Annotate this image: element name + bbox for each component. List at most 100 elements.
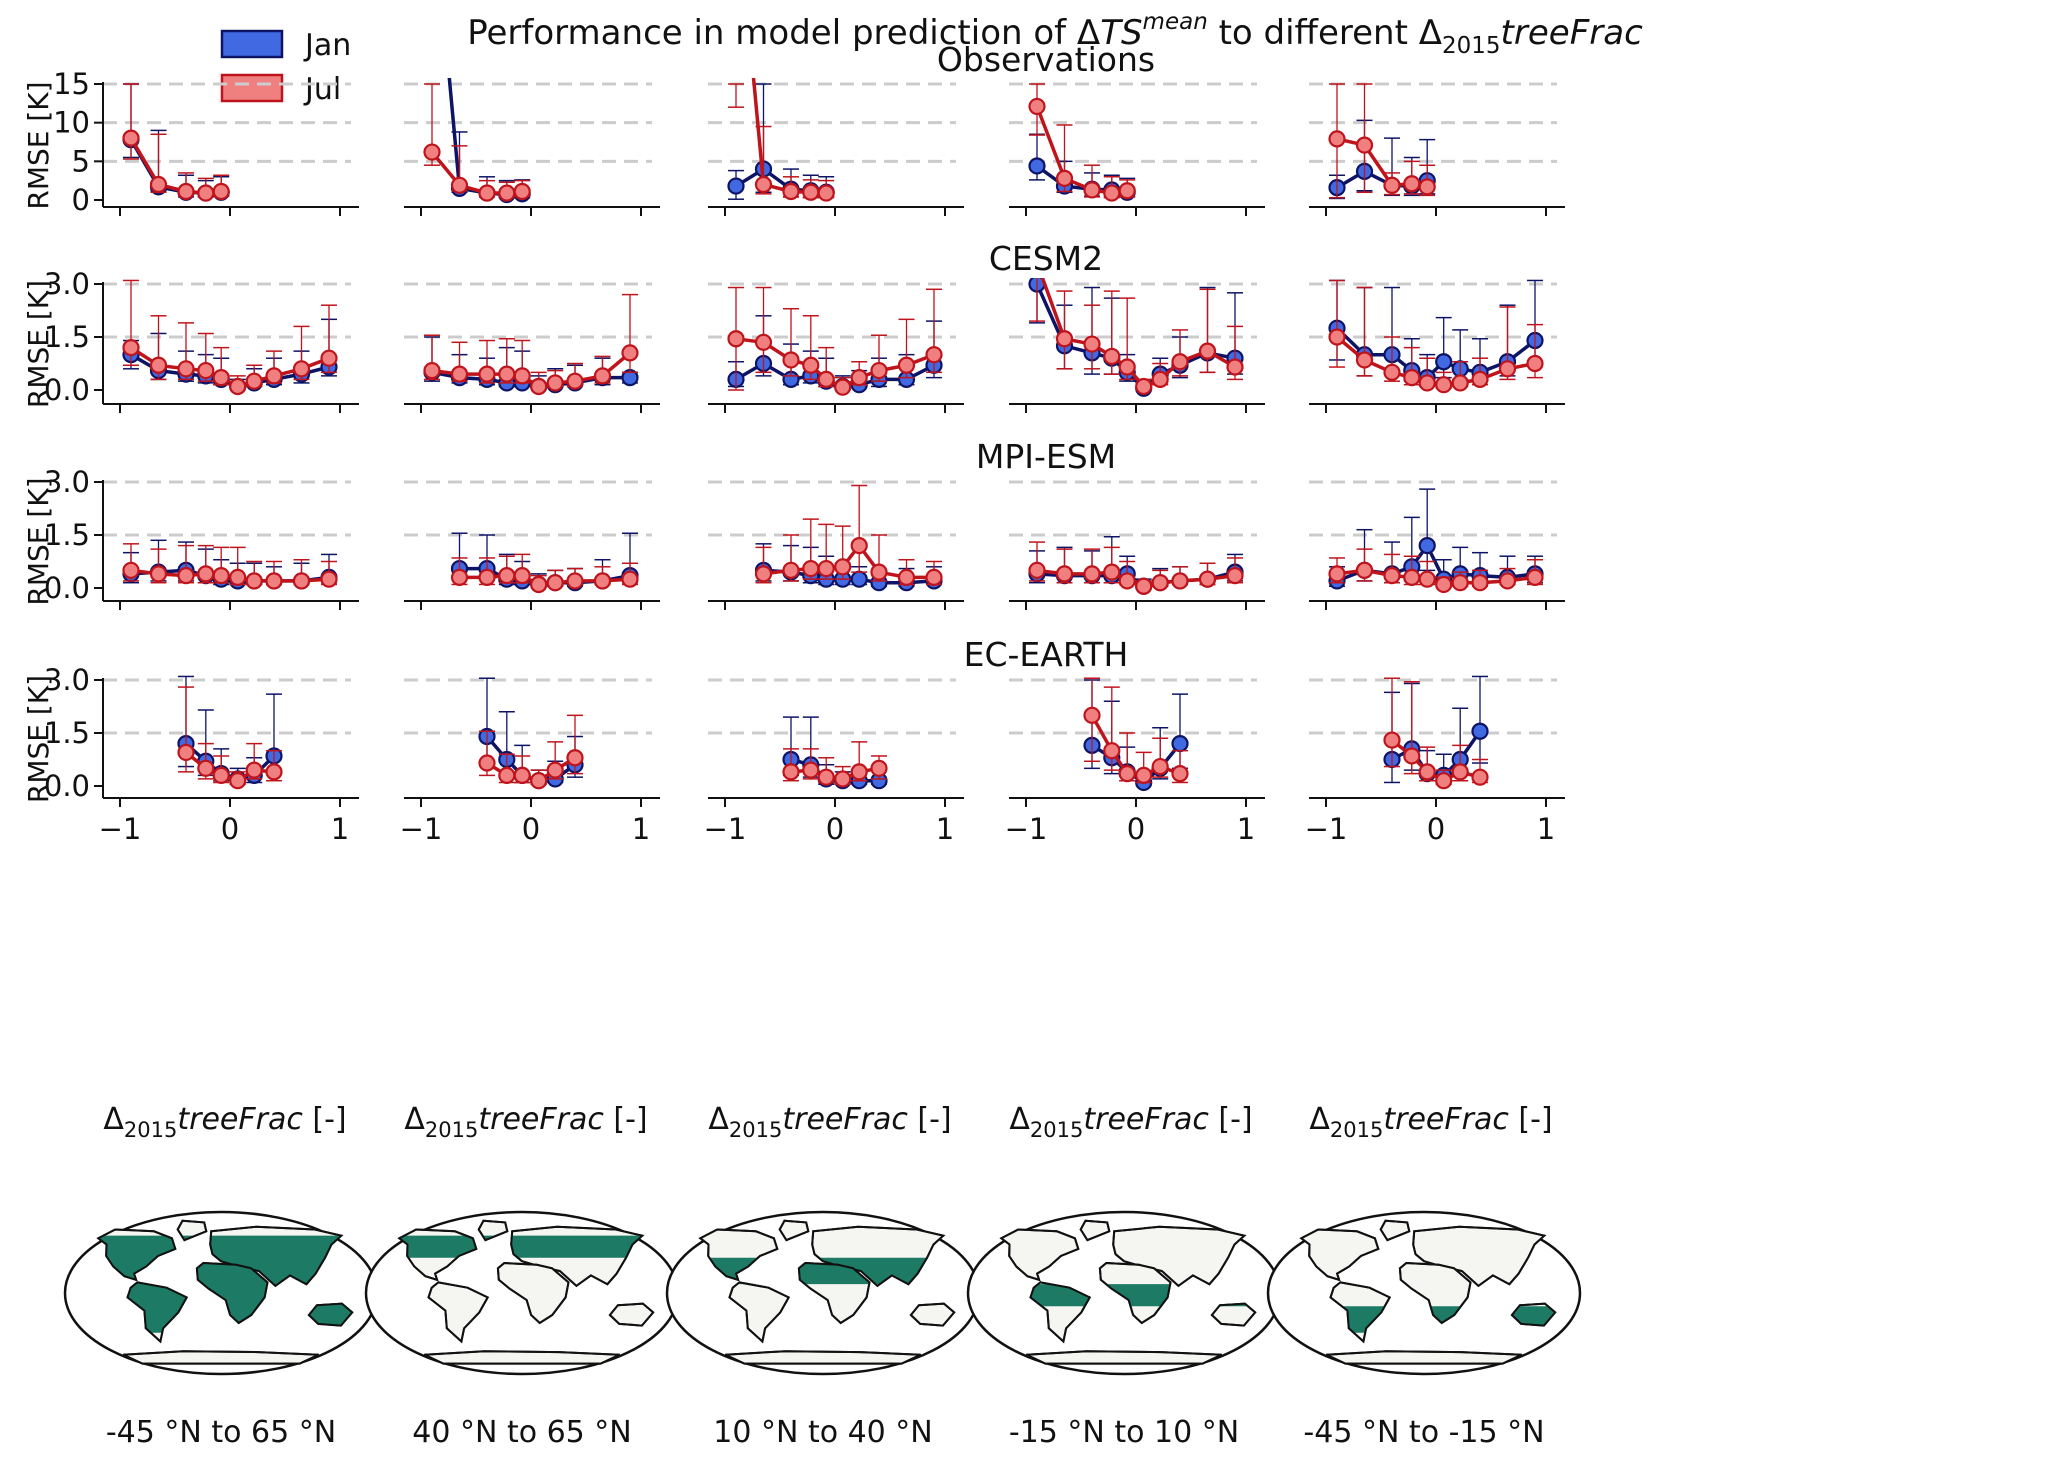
x-axis-label: Δ2015treeFrac [-] — [1009, 1102, 1252, 1142]
jul-point — [1135, 377, 1153, 396]
jul-point — [754, 333, 773, 351]
continent-outline-australia — [909, 1302, 956, 1327]
y-tick-label: 1.5 — [44, 716, 90, 750]
jul-point — [802, 356, 820, 374]
series-group — [1028, 278, 1244, 397]
jul-line — [1040, 278, 1236, 389]
continent-fill-australia — [1511, 1306, 1556, 1326]
jul-point — [1083, 335, 1101, 353]
x-tick-label: 1 — [331, 812, 349, 846]
jul-point — [1028, 561, 1046, 579]
jul-point — [1451, 374, 1469, 392]
continent-outline-samerica — [1329, 1281, 1392, 1344]
jan-point — [1471, 722, 1489, 740]
xlabel-delta: Δ — [1009, 1102, 1030, 1137]
jul-point — [1471, 768, 1489, 786]
series-group — [1328, 83, 1436, 200]
xlabel-unit: [-] — [303, 1102, 347, 1137]
continent-outline-africa — [496, 1261, 570, 1325]
continent-outline-antarctica — [122, 1350, 320, 1365]
jul-point — [122, 129, 140, 147]
y-tick-label: 0.0 — [44, 571, 90, 605]
continent-outline-australia — [1510, 1302, 1557, 1327]
jul-point — [478, 568, 496, 587]
jul-point — [212, 567, 230, 585]
y-tick-label: 10 — [53, 106, 90, 140]
jul-point — [1498, 572, 1517, 590]
xlabel-sub: 2015 — [1030, 1118, 1083, 1142]
xlabel-var: treeFrac — [1083, 1102, 1209, 1137]
jul-point — [754, 565, 773, 583]
region-map: -15 °N to 10 °N — [966, 1210, 1282, 1450]
y-axis-label: RMSE [K] — [22, 477, 55, 605]
continent-outline-samerica — [1029, 1281, 1092, 1344]
xlabel-sub: 2015 — [1330, 1118, 1383, 1142]
jul-point — [320, 349, 338, 367]
jul-point — [802, 761, 820, 779]
continent-outline-greenland — [778, 1219, 810, 1242]
x-tick-label: −1 — [1305, 812, 1348, 846]
legend-jan-swatch — [220, 29, 284, 59]
region-map: 40 °N to 65 °N — [364, 1210, 680, 1450]
continent-fill-australia — [308, 1303, 353, 1326]
series-group — [1328, 488, 1544, 594]
jul-point — [1103, 347, 1121, 366]
jul-point — [197, 184, 215, 202]
jul-point — [265, 367, 283, 385]
region-label: -45 °N to 65 °N — [106, 1415, 336, 1450]
continent-outline-samerica — [427, 1281, 490, 1344]
jul-point — [122, 339, 140, 357]
continent-outline-greenland — [1079, 1219, 1111, 1242]
jul-point — [1383, 731, 1401, 749]
panel — [404, 480, 660, 610]
jul-point — [1403, 568, 1421, 587]
region-label: -45 °N to -15 °N — [1303, 1415, 1544, 1450]
x-tick-label: 1 — [1537, 812, 1555, 846]
series-group — [1028, 536, 1244, 595]
jul-point — [566, 572, 584, 590]
jan-point — [1028, 157, 1046, 175]
x-tick-label: 1 — [1237, 812, 1255, 846]
map-row: -45 °N to 65 °N 40 °N to 65 °N 10 °N to 40… — [63, 1210, 1582, 1450]
panel: −1 0 1 Δ2015treeFrac [-] — [400, 677, 660, 1142]
xlabel-unit: [-] — [908, 1102, 952, 1137]
jul-point — [1435, 376, 1453, 394]
jul-point — [1055, 169, 1074, 187]
jul-point — [1135, 577, 1153, 595]
panel: −1 0 1 Δ2015treeFrac [-] — [704, 678, 964, 1142]
x-tick-label: −1 — [400, 812, 443, 846]
jul-point — [530, 377, 548, 396]
jul-point — [1118, 572, 1136, 590]
x-axis-label: Δ2015treeFrac [-] — [1309, 1102, 1552, 1142]
continent-outline-antarctica — [1025, 1350, 1223, 1365]
continent-outline-greenland — [176, 1219, 208, 1242]
jul-point — [177, 567, 195, 585]
jul-point — [212, 766, 230, 785]
jul-point — [1435, 575, 1453, 594]
jul-point — [621, 344, 639, 362]
series-group — [122, 539, 338, 590]
continent-fill-namerica — [709, 1257, 758, 1280]
continent-outline-samerica — [728, 1281, 791, 1344]
series-group — [1328, 279, 1544, 394]
jul-point — [530, 772, 548, 790]
jul-point — [782, 561, 800, 579]
row-title: Observations — [937, 40, 1155, 79]
xlabel-var: treeFrac — [177, 1102, 303, 1137]
jul-point — [1383, 567, 1401, 585]
panel — [1009, 82, 1265, 216]
continent-outline-namerica — [1299, 1228, 1380, 1282]
jul-point — [498, 766, 516, 785]
x-axis-label: Δ2015treeFrac [-] — [708, 1102, 951, 1142]
jul-point — [1151, 757, 1169, 776]
continent-fill-africa — [1106, 1284, 1171, 1307]
xlabel-sub: 2015 — [729, 1118, 782, 1142]
jul-point — [450, 176, 469, 194]
jul-point — [1435, 772, 1453, 790]
continent-fill-samerica — [1341, 1306, 1385, 1333]
xlabel-sub: 2015 — [124, 1118, 177, 1142]
continent-outline-australia — [608, 1302, 655, 1327]
